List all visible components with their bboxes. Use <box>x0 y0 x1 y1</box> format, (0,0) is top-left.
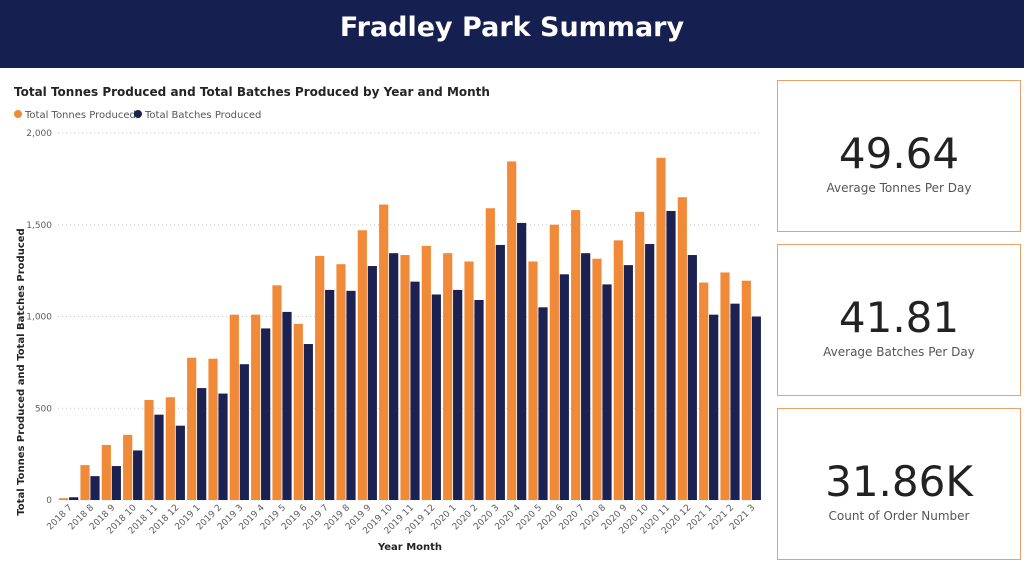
bar-batches[interactable] <box>154 414 164 500</box>
bar-batches[interactable] <box>325 289 335 500</box>
y-tick-label: 1,500 <box>26 221 52 231</box>
bar-tonnes[interactable] <box>699 282 709 500</box>
bar-batches[interactable] <box>431 294 441 500</box>
bar-batches[interactable] <box>474 299 484 500</box>
kpi-value-order-count: 31.86K <box>825 457 973 506</box>
x-axis-title: Year Month <box>377 542 442 553</box>
bar-batches[interactable] <box>410 281 420 500</box>
kpi-label-order-count: Count of Order Number <box>828 509 970 523</box>
bar-tonnes[interactable] <box>272 285 282 500</box>
bar-batches[interactable] <box>517 222 527 501</box>
y-tick-label: 500 <box>35 404 52 414</box>
bar-batches[interactable] <box>453 289 463 500</box>
bar-batches[interactable] <box>346 290 356 500</box>
y-axis-title: Total Tonnes Produced and Total Batches … <box>16 228 27 515</box>
bar-tonnes[interactable] <box>485 208 495 501</box>
bar-batches[interactable] <box>559 274 569 500</box>
bar-batches[interactable] <box>687 255 697 500</box>
bar-tonnes[interactable] <box>229 314 239 500</box>
kpi-value-avg-batches: 41.81 <box>838 293 960 342</box>
bar-tonnes[interactable] <box>464 261 474 500</box>
kpi-card-avg-batches[interactable]: 41.81 Average Batches Per Day <box>777 244 1021 396</box>
bar-tonnes[interactable] <box>357 230 367 500</box>
bar-tonnes[interactable] <box>741 280 751 500</box>
kpi-card-order-count[interactable]: 31.86K Count of Order Number <box>777 408 1021 560</box>
bar-tonnes[interactable] <box>400 255 410 500</box>
y-tick-label: 1,000 <box>26 313 52 323</box>
bar-batches[interactable] <box>602 284 612 500</box>
chart-title: Total Tonnes Produced and Total Batches … <box>14 85 490 99</box>
bar-tonnes[interactable] <box>144 399 154 500</box>
report-header: Fradley Park Summary <box>0 0 1024 68</box>
bar-tonnes[interactable] <box>528 261 538 500</box>
gridlines <box>58 132 762 501</box>
bar-batches[interactable] <box>175 425 185 500</box>
legend-marker-tonnes <box>14 110 22 118</box>
bar-batches[interactable] <box>709 314 719 500</box>
bar-tonnes[interactable] <box>613 240 623 500</box>
bar-batches[interactable] <box>751 316 761 501</box>
bar-tonnes[interactable] <box>59 498 69 500</box>
bar-batches[interactable] <box>197 388 207 500</box>
bar-batches[interactable] <box>111 466 121 500</box>
bar-batches[interactable] <box>218 393 228 500</box>
bar-batches[interactable] <box>282 311 292 500</box>
y-axis-ticks: 0 500 1,000 1,500 2,000 <box>26 129 52 506</box>
bar-tonnes[interactable] <box>507 161 517 500</box>
bar-batches[interactable] <box>730 303 740 500</box>
bar-batches[interactable] <box>90 476 100 500</box>
chart-legend[interactable]: Total Tonnes Produced Total Batches Prod… <box>14 110 261 121</box>
kpi-value-avg-tonnes: 49.64 <box>838 129 960 178</box>
bar-batches[interactable] <box>69 497 79 500</box>
bar-tonnes[interactable] <box>336 264 346 500</box>
bar-tonnes[interactable] <box>635 211 645 500</box>
bars <box>59 157 761 501</box>
bar-batches[interactable] <box>303 344 313 500</box>
bar-tonnes[interactable] <box>549 224 559 500</box>
report-title: Fradley Park Summary <box>339 12 685 43</box>
bar-tonnes[interactable] <box>165 397 175 500</box>
bar-tonnes[interactable] <box>101 444 111 500</box>
bar-batches[interactable] <box>581 253 591 500</box>
kpi-label-avg-tonnes: Average Tonnes Per Day <box>826 181 972 195</box>
bar-tonnes[interactable] <box>315 255 325 500</box>
bar-tonnes[interactable] <box>123 434 133 500</box>
bar-tonnes[interactable] <box>443 253 453 500</box>
bar-tonnes[interactable] <box>379 204 389 500</box>
bar-tonnes[interactable] <box>293 323 303 500</box>
kpi-label-avg-batches: Average Batches Per Day <box>823 345 975 359</box>
bar-batches[interactable] <box>645 244 655 500</box>
kpi-card-avg-tonnes[interactable]: 49.64 Average Tonnes Per Day <box>777 80 1021 232</box>
bar-batches[interactable] <box>389 253 399 500</box>
bar-batches[interactable] <box>367 266 377 500</box>
bar-tonnes[interactable] <box>187 357 197 500</box>
bar-batches[interactable] <box>239 364 249 500</box>
y-tick-label: 0 <box>46 496 52 506</box>
bar-tonnes[interactable] <box>720 272 730 500</box>
bar-batches[interactable] <box>538 307 548 500</box>
legend-label-batches: Total Batches Produced <box>144 110 261 121</box>
bar-batches[interactable] <box>133 450 143 500</box>
legend-label-tonnes: Total Tonnes Produced <box>24 110 136 121</box>
bar-tonnes[interactable] <box>80 465 90 500</box>
bar-tonnes[interactable] <box>251 314 261 500</box>
tonnes-batches-chart: Total Tonnes Produced and Total Batches … <box>14 85 762 553</box>
bar-tonnes[interactable] <box>421 245 431 500</box>
legend-marker-batches <box>134 110 142 118</box>
bar-batches[interactable] <box>495 244 505 500</box>
bar-batches[interactable] <box>261 328 271 500</box>
bar-batches[interactable] <box>666 210 676 501</box>
bar-tonnes[interactable] <box>208 358 218 500</box>
bar-tonnes[interactable] <box>592 258 602 500</box>
y-tick-label: 2,000 <box>26 129 52 139</box>
bar-tonnes[interactable] <box>571 210 581 500</box>
bar-tonnes[interactable] <box>677 197 687 500</box>
bar-batches[interactable] <box>623 265 633 500</box>
bar-tonnes[interactable] <box>656 157 666 500</box>
